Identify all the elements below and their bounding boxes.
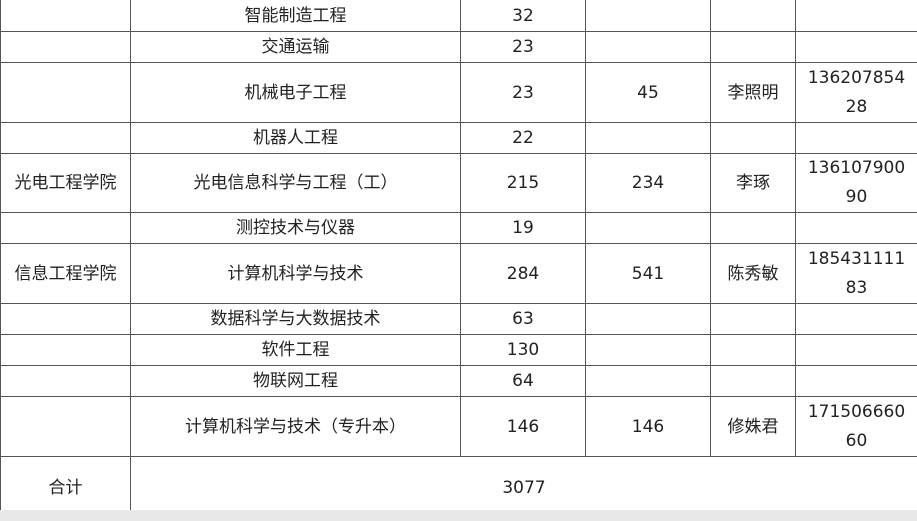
- cell-contact: [710, 31, 796, 63]
- cell-major: 数据科学与大数据技术: [130, 303, 461, 335]
- cell-count: 146: [460, 396, 586, 457]
- cell-contact: [710, 122, 796, 154]
- cell-contact: [710, 0, 796, 32]
- cell-total: [585, 334, 711, 366]
- cell-phone: [795, 334, 917, 366]
- cell-phone: [795, 0, 917, 32]
- cell-contact: [710, 365, 796, 397]
- cell-college: [0, 212, 131, 244]
- cell-count: 22: [460, 122, 586, 154]
- table-row: 软件工程 130: [0, 334, 917, 366]
- cell-total: [585, 31, 711, 63]
- table-row: 物联网工程 64: [0, 365, 917, 397]
- cell-college: [0, 31, 131, 63]
- cell-contact: 陈秀敏: [710, 243, 796, 304]
- table-row: 信息工程学院 计算机科学与技术 284 541 陈秀敏 18543111183: [0, 243, 917, 304]
- cell-college: [0, 396, 131, 457]
- cell-major: 计算机科学与技术: [130, 243, 461, 304]
- cell-phone: 13610790090: [795, 153, 917, 213]
- cell-college: [0, 365, 131, 397]
- table-row: 机械电子工程 23 45 李照明 13620785428: [0, 62, 917, 123]
- cell-college: [0, 62, 131, 123]
- cell-major: 机器人工程: [130, 122, 461, 154]
- cell-phone: 13620785428: [795, 62, 917, 123]
- cell-count: 215: [460, 153, 586, 213]
- cell-count: 130: [460, 334, 586, 366]
- table-row: 测控技术与仪器 19: [0, 212, 917, 244]
- cell-contact: [710, 334, 796, 366]
- cell-phone: [795, 365, 917, 397]
- cell-count: 64: [460, 365, 586, 397]
- cell-total: [585, 0, 711, 32]
- cell-total: 45: [585, 62, 711, 123]
- cell-total: 146: [585, 396, 711, 457]
- cell-contact: [710, 303, 796, 335]
- cell-college: [0, 303, 131, 335]
- cell-contact: 修姝君: [710, 396, 796, 457]
- cell-phone: 17150666060: [795, 396, 917, 457]
- bottom-strip: [0, 510, 917, 521]
- cell-major: 机械电子工程: [130, 62, 461, 123]
- table-row: 机器人工程 22: [0, 122, 917, 154]
- total-row: 合计 3077: [0, 456, 917, 519]
- cell-college: [0, 122, 131, 154]
- cell-major: 软件工程: [130, 334, 461, 366]
- cell-total: [585, 303, 711, 335]
- cell-count: 19: [460, 212, 586, 244]
- cell-phone: [795, 31, 917, 63]
- cell-major: 测控技术与仪器: [130, 212, 461, 244]
- cell-total: [585, 122, 711, 154]
- cell-phone: 18543111183: [795, 243, 917, 304]
- table-row: 数据科学与大数据技术 63: [0, 303, 917, 335]
- cell-college: [0, 0, 131, 32]
- cell-contact: [710, 212, 796, 244]
- cell-contact: 李照明: [710, 62, 796, 123]
- cell-total: 234: [585, 153, 711, 213]
- cell-major: 光电信息科学与工程（工）: [130, 153, 461, 213]
- cell-major: 物联网工程: [130, 365, 461, 397]
- cell-college: [0, 334, 131, 366]
- table-row: 交通运输 23: [0, 31, 917, 63]
- cell-total: [585, 365, 711, 397]
- cell-major: 智能制造工程: [130, 0, 461, 32]
- cell-phone: [795, 212, 917, 244]
- cell-count: 23: [460, 31, 586, 63]
- total-value: 3077: [130, 456, 917, 519]
- cell-phone: [795, 122, 917, 154]
- total-label: 合计: [0, 456, 131, 519]
- table-row: 智能制造工程 32: [0, 0, 917, 32]
- cell-count: 23: [460, 62, 586, 123]
- cell-total: [585, 212, 711, 244]
- cell-major: 交通运输: [130, 31, 461, 63]
- cell-count: 63: [460, 303, 586, 335]
- cell-count: 284: [460, 243, 586, 304]
- cell-major: 计算机科学与技术（专升本）: [130, 396, 461, 457]
- cell-phone: [795, 303, 917, 335]
- table-row: 计算机科学与技术（专升本） 146 146 修姝君 17150666060: [0, 396, 917, 457]
- cell-count: 32: [460, 0, 586, 32]
- cell-college: 信息工程学院: [0, 243, 131, 304]
- cell-total: 541: [585, 243, 711, 304]
- cell-college: 光电工程学院: [0, 153, 131, 213]
- table-row: 光电工程学院 光电信息科学与工程（工） 215 234 李琢 13610790090: [0, 153, 917, 213]
- cell-contact: 李琢: [710, 153, 796, 213]
